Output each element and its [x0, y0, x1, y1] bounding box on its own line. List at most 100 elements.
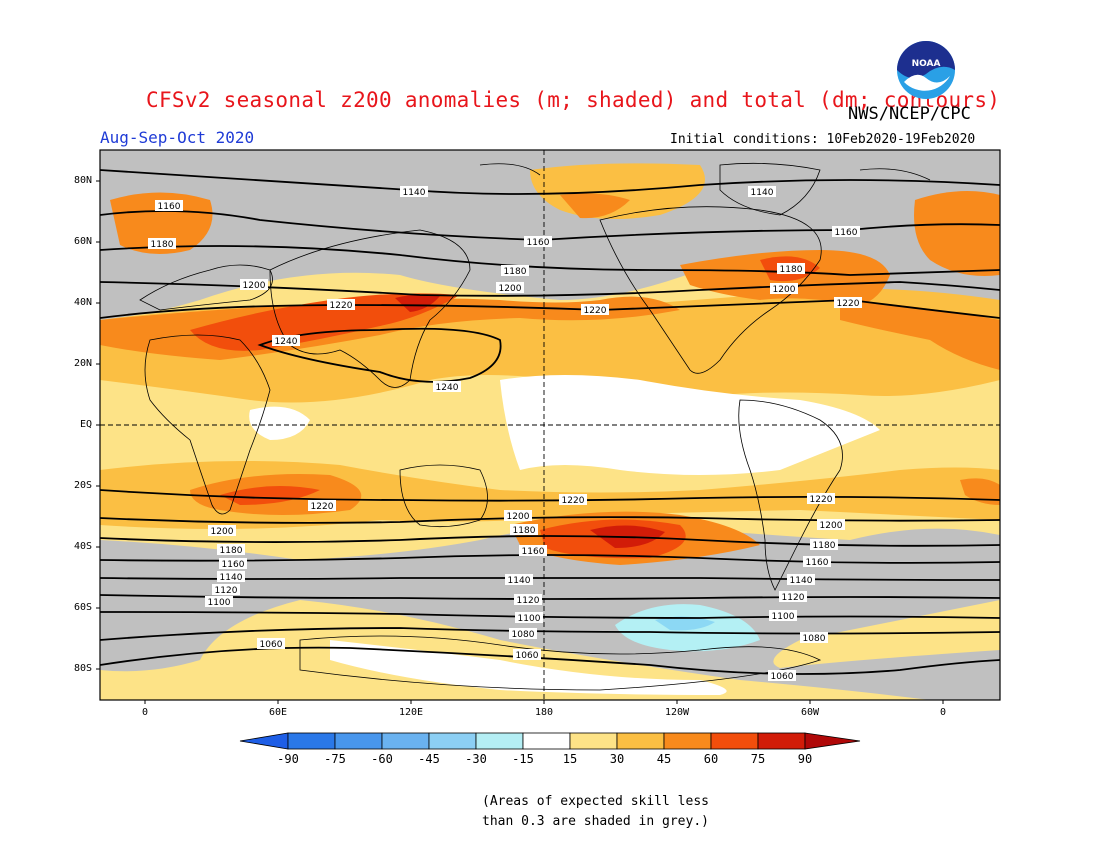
contour-label: 1120 — [212, 584, 240, 596]
contour-label: 1180 — [510, 524, 538, 536]
svg-text:1100: 1100 — [208, 598, 231, 608]
svg-text:1220: 1220 — [837, 299, 860, 309]
contour-label: 1060 — [768, 670, 796, 682]
shade-white-antarctic — [330, 640, 727, 695]
svg-text:1100: 1100 — [518, 614, 541, 624]
lat-label: 80N — [73, 175, 92, 186]
svg-text:1160: 1160 — [158, 202, 181, 212]
axis-ticks — [96, 180, 944, 704]
svg-text:1220: 1220 — [330, 301, 353, 311]
contour-label: 1220 — [581, 304, 609, 316]
colorbar-label: 30 — [609, 752, 625, 766]
contour-label: 1140 — [217, 571, 245, 583]
lon-label: 60W — [800, 707, 820, 718]
colorbar-label: 60 — [703, 752, 719, 766]
svg-text:1120: 1120 — [782, 593, 805, 603]
contour-1200 — [100, 281, 1000, 297]
svg-text:1220: 1220 — [311, 502, 334, 512]
contour-label: 1180 — [501, 265, 529, 277]
svg-text:1200: 1200 — [243, 281, 266, 291]
contour-s1140 — [100, 577, 1000, 581]
colorbar-label: 15 — [562, 752, 578, 766]
contour-1240 — [257, 327, 502, 383]
contour-1140 — [100, 169, 1000, 195]
contour-label: 1200 — [504, 510, 532, 522]
lat-label: 20S — [73, 480, 92, 491]
contour-label: 1180 — [777, 263, 805, 275]
lon-label: 0 — [939, 707, 947, 718]
svg-text:1240: 1240 — [436, 383, 459, 393]
colorbar-label: -75 — [324, 752, 346, 766]
contour-label: 1160 — [524, 236, 552, 248]
svg-text:1160: 1160 — [527, 238, 550, 248]
lon-label: 120E — [398, 707, 424, 718]
lat-label: 40N — [73, 297, 92, 308]
contour-labels: 1140 1140 1160 1160 1160 1180 1180 1180 … — [148, 186, 862, 682]
map-title: CFSv2 seasonal z200 anomalies (m; shaded… — [146, 88, 1001, 112]
contour-label: 1200 — [496, 282, 524, 294]
south-america-coast — [738, 399, 843, 591]
contour-label: 1200 — [240, 279, 268, 291]
contour-s1180 — [100, 535, 1000, 547]
lat-label: 80S — [73, 663, 92, 674]
contour-s1220 — [100, 489, 1000, 502]
svg-text:1200: 1200 — [211, 527, 234, 537]
skill-note-line: than 0.3 are shaded in grey.) — [482, 814, 709, 829]
svg-text:1060: 1060 — [771, 672, 794, 682]
shade-45-60-atlantic — [840, 300, 1000, 370]
svg-text:1180: 1180 — [513, 526, 536, 536]
contour-label: 1240 — [433, 381, 461, 393]
svg-text:1060: 1060 — [260, 640, 283, 650]
contour-label: 1160 — [832, 226, 860, 238]
svg-text:1160: 1160 — [835, 228, 858, 238]
coastlines — [139, 162, 931, 691]
svg-text:1200: 1200 — [773, 285, 796, 295]
svg-text:1140: 1140 — [751, 188, 774, 198]
svg-text:1220: 1220 — [562, 496, 585, 506]
lon-label: 120W — [664, 707, 690, 718]
colorbar-label: -60 — [371, 752, 393, 766]
svg-text:1060: 1060 — [516, 651, 539, 661]
north-america-coast — [599, 206, 822, 374]
grey-south — [100, 524, 1000, 700]
svg-text:1180: 1180 — [220, 546, 243, 556]
season-label: Aug-Sep-Oct 2020 — [100, 128, 255, 147]
contour-s1120 — [100, 594, 1000, 600]
colorbar-label: 75 — [750, 752, 766, 766]
colorbar-label: 90 — [797, 752, 813, 766]
colorbar-label: -90 — [277, 752, 299, 766]
colorbar-label: -15 — [512, 752, 534, 766]
svg-text:1160: 1160 — [222, 560, 245, 570]
contour-label: 1200 — [208, 525, 236, 537]
svg-text:1160: 1160 — [522, 547, 545, 557]
svg-text:1080: 1080 — [803, 634, 826, 644]
colorbar-label: 45 — [656, 752, 672, 766]
svg-text:1180: 1180 — [780, 265, 803, 275]
contour-label: 1220 — [834, 297, 862, 309]
contour-label: 1120 — [514, 594, 542, 606]
shade-white-africa — [249, 406, 310, 440]
svg-text:1200: 1200 — [820, 521, 843, 531]
skill-note: (Areas of expected skill less than 0.3 a… — [482, 792, 709, 832]
contour-label: 1240 — [272, 335, 300, 347]
lon-label: 60E — [268, 707, 288, 718]
contour-s1160 — [100, 554, 1000, 564]
contour-label: 1140 — [787, 574, 815, 586]
contour-label: 1140 — [400, 186, 428, 198]
svg-text:1200: 1200 — [507, 512, 530, 522]
contour-1180 — [100, 245, 1000, 276]
contour-label: 1080 — [509, 628, 537, 640]
svg-text:1220: 1220 — [810, 495, 833, 505]
shade-neg-30-45 — [655, 616, 715, 631]
noaa-logo: NOAA — [897, 41, 955, 99]
svg-text:1080: 1080 — [512, 630, 535, 640]
lat-label: 60N — [73, 236, 92, 247]
shade-60-75-asia — [190, 293, 460, 351]
asia-coast — [269, 229, 471, 388]
contour-label: 1200 — [770, 283, 798, 295]
lon-label: 180 — [534, 707, 554, 718]
contour-label: 1160 — [219, 558, 247, 570]
contour-label: 1100 — [205, 596, 233, 608]
svg-text:1220: 1220 — [584, 306, 607, 316]
lat-label: 40S — [73, 541, 92, 552]
